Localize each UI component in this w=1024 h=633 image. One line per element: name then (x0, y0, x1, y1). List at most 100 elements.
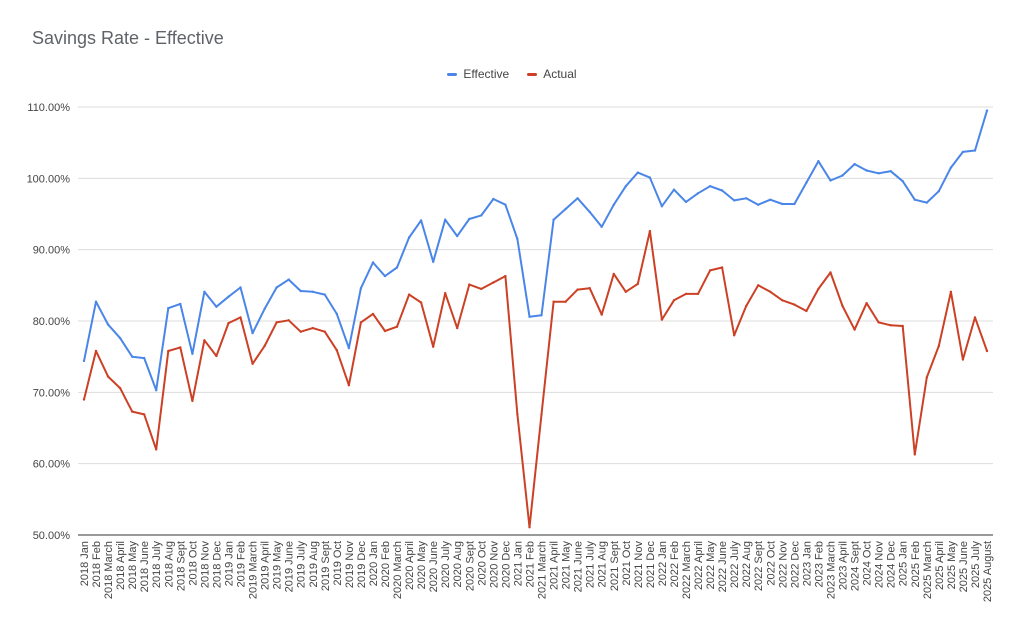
data-point-actual[interactable] (323, 330, 326, 333)
data-point-effective[interactable] (612, 203, 615, 206)
data-point-actual[interactable] (94, 349, 98, 353)
data-point-actual[interactable] (781, 299, 784, 302)
data-point-effective[interactable] (191, 352, 194, 355)
data-point-effective[interactable] (480, 214, 483, 217)
data-point-effective[interactable] (239, 286, 242, 289)
data-point-actual[interactable] (227, 321, 230, 325)
data-point-actual[interactable] (745, 304, 748, 308)
data-point-actual[interactable] (937, 344, 940, 348)
data-point-effective[interactable] (251, 331, 254, 335)
data-point-effective[interactable] (600, 225, 603, 228)
data-point-actual[interactable] (251, 362, 254, 365)
data-point-actual[interactable] (395, 325, 399, 328)
data-point-actual[interactable] (191, 399, 194, 403)
data-point-actual[interactable] (672, 299, 676, 302)
data-point-actual[interactable] (636, 282, 639, 286)
data-point-effective[interactable] (841, 174, 844, 177)
data-point-effective[interactable] (94, 300, 98, 303)
data-point-actual[interactable] (949, 290, 953, 293)
data-point-actual[interactable] (311, 326, 314, 330)
data-point-actual[interactable] (733, 334, 736, 337)
data-point-effective[interactable] (961, 150, 965, 154)
data-point-actual[interactable] (504, 274, 507, 278)
data-point-actual[interactable] (793, 303, 796, 306)
data-point-effective[interactable] (468, 217, 471, 221)
data-point-effective[interactable] (889, 170, 892, 173)
data-point-actual[interactable] (528, 526, 531, 529)
data-point-actual[interactable] (432, 345, 435, 348)
data-point-effective[interactable] (552, 218, 555, 221)
data-point-actual[interactable] (444, 292, 447, 295)
data-point-actual[interactable] (769, 290, 772, 293)
data-point-effective[interactable] (167, 307, 170, 310)
data-point-actual[interactable] (275, 321, 278, 324)
data-point-effective[interactable] (263, 307, 266, 311)
data-point-effective[interactable] (359, 287, 363, 290)
data-point-actual[interactable] (540, 413, 543, 416)
data-point-effective[interactable] (215, 305, 218, 308)
data-point-effective[interactable] (865, 169, 868, 172)
data-point-actual[interactable] (865, 302, 868, 305)
data-point-actual[interactable] (901, 324, 904, 328)
data-point-effective[interactable] (311, 290, 314, 293)
data-point-actual[interactable] (829, 271, 832, 274)
data-point-effective[interactable] (781, 202, 784, 206)
data-point-actual[interactable] (492, 281, 495, 284)
data-point-actual[interactable] (600, 313, 603, 316)
series-line-effective[interactable] (83, 110, 988, 392)
data-point-effective[interactable] (383, 274, 387, 278)
data-point-effective[interactable] (299, 289, 302, 293)
data-point-actual[interactable] (419, 301, 423, 304)
data-point-effective[interactable] (720, 189, 724, 192)
data-point-effective[interactable] (985, 109, 989, 112)
data-point-effective[interactable] (805, 181, 808, 184)
data-point-actual[interactable] (853, 328, 856, 331)
data-point-actual[interactable] (552, 300, 555, 303)
data-point-actual[interactable] (696, 292, 700, 296)
data-point-actual[interactable] (287, 319, 290, 322)
data-point-effective[interactable] (733, 199, 736, 202)
data-point-effective[interactable] (407, 236, 411, 239)
data-point-effective[interactable] (757, 203, 760, 206)
data-point-effective[interactable] (432, 260, 435, 263)
data-point-effective[interactable] (937, 190, 940, 193)
series-line-actual[interactable] (83, 230, 988, 529)
data-point-effective[interactable] (853, 162, 856, 166)
data-point-effective[interactable] (456, 234, 459, 238)
data-point-effective[interactable] (745, 197, 748, 200)
data-point-effective[interactable] (82, 359, 86, 363)
data-point-actual[interactable] (925, 376, 928, 379)
data-point-effective[interactable] (684, 200, 688, 204)
data-point-actual[interactable] (516, 413, 519, 416)
data-point-actual[interactable] (359, 321, 363, 324)
data-point-effective[interactable] (287, 278, 290, 281)
data-point-effective[interactable] (829, 179, 832, 182)
data-point-actual[interactable] (383, 329, 387, 333)
data-point-effective[interactable] (371, 261, 375, 264)
data-point-actual[interactable] (973, 316, 977, 319)
data-point-actual[interactable] (648, 229, 652, 233)
data-point-actual[interactable] (805, 309, 808, 313)
data-point-effective[interactable] (660, 205, 664, 208)
data-point-actual[interactable] (817, 287, 820, 291)
data-point-effective[interactable] (588, 210, 591, 214)
data-point-effective[interactable] (275, 286, 278, 289)
data-point-actual[interactable] (239, 316, 242, 319)
data-point-actual[interactable] (660, 318, 664, 321)
data-point-actual[interactable] (468, 283, 471, 286)
data-point-actual[interactable] (215, 354, 218, 358)
data-point-actual[interactable] (588, 287, 591, 290)
data-point-actual[interactable] (841, 304, 844, 308)
data-point-effective[interactable] (106, 323, 110, 326)
data-point-effective[interactable] (444, 218, 447, 221)
data-point-effective[interactable] (793, 202, 796, 206)
legend-item-actual[interactable]: Actual (527, 67, 577, 81)
data-point-effective[interactable] (817, 160, 820, 163)
data-point-actual[interactable] (106, 375, 110, 378)
data-point-actual[interactable] (961, 358, 965, 361)
data-point-effective[interactable] (925, 201, 928, 204)
data-point-actual[interactable] (118, 386, 122, 390)
data-point-effective[interactable] (504, 203, 507, 206)
data-point-effective[interactable] (492, 197, 495, 201)
data-point-effective[interactable] (913, 198, 916, 201)
